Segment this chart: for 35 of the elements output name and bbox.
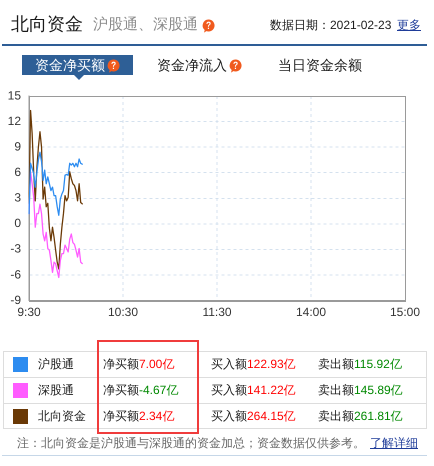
- text: 买入额141.22亿: [211, 383, 296, 398]
- x-tick-label: 11:30: [202, 305, 232, 320]
- y-tick-label: -9: [10, 292, 22, 307]
- y-tick-label: 0: [14, 216, 22, 230]
- x-tick-label: 15:00: [390, 305, 420, 320]
- text: 净买额7.00亿: [103, 357, 174, 372]
- y-tick-label: 12: [8, 114, 22, 128]
- text: 更多: [397, 18, 421, 32]
- y-tick-label: 15: [8, 88, 22, 102]
- chart-subtitle: 沪股通、深股通: [93, 16, 198, 34]
- text: 买入额122.93亿: [211, 357, 296, 372]
- y-tick-label: 3: [14, 190, 22, 205]
- text: 了解详细: [370, 436, 418, 450]
- text: 注：北向资金是沪股通与深股通的资金加总；资金数据仅供参考。: [17, 436, 365, 450]
- text: 买入额264.15亿: [211, 409, 296, 424]
- text: 净买额2.34亿: [103, 409, 174, 424]
- tab[interactable]: 当日资金余额: [278, 56, 362, 74]
- legend-label: 北向资金: [38, 409, 86, 424]
- legend-label: 深股通: [38, 383, 74, 398]
- tab[interactable]: 资金净买额: [22, 55, 133, 75]
- y-tick-label: 6: [14, 165, 22, 179]
- x-tick-label: 10:30: [108, 305, 138, 320]
- text: 卖出额115.92亿: [318, 357, 402, 372]
- legend-label: 沪股通: [38, 357, 74, 372]
- y-tick-label: -6: [10, 267, 22, 282]
- text: 卖出额145.89亿: [318, 383, 403, 398]
- x-tick-label: 9:30: [17, 305, 41, 320]
- text: 数据日期：2021-02-23: [270, 18, 392, 32]
- x-tick-label: 14:00: [296, 305, 326, 320]
- text: 净买额-4.67亿: [103, 383, 178, 398]
- tab[interactable]: 资金净流入: [157, 56, 227, 74]
- chart-title: 北向资金: [11, 13, 83, 35]
- y-tick-label: -3: [10, 242, 22, 256]
- text: 卖出额261.81亿: [318, 409, 403, 424]
- y-tick-label: 9: [14, 139, 22, 154]
